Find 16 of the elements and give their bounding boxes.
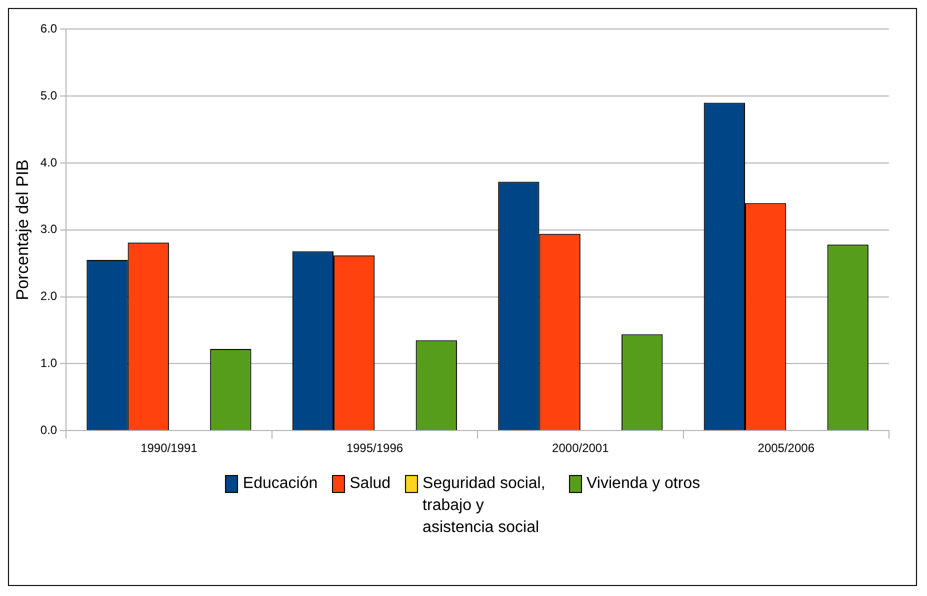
x-tick-label: 1995/1996 [346,441,404,456]
y-axis-title: Porcentaje del PIB [12,159,32,300]
x-tick-label: 2000/2001 [552,441,610,456]
y-tick-label: 0.0 [40,422,58,437]
legend-label: Salud [350,474,391,494]
y-tick-label: 1.0 [40,356,58,370]
legend-label: Vivienda y otros [586,474,700,494]
x-tick-label: 2005/2006 [758,441,815,456]
y-tick-label: 2.0 [40,289,58,304]
legend-label: Seguridad social, trabajo y asistencia social [422,474,546,538]
y-tick-label: 5.0 [40,88,58,102]
legend-label: Educación [242,474,318,494]
x-tick-label: 1990/1991 [140,441,198,456]
y-tick-label: 4.0 [40,155,58,170]
y-tick-label: 6.0 [40,22,58,36]
y-tick-label: 3.0 [40,222,58,236]
